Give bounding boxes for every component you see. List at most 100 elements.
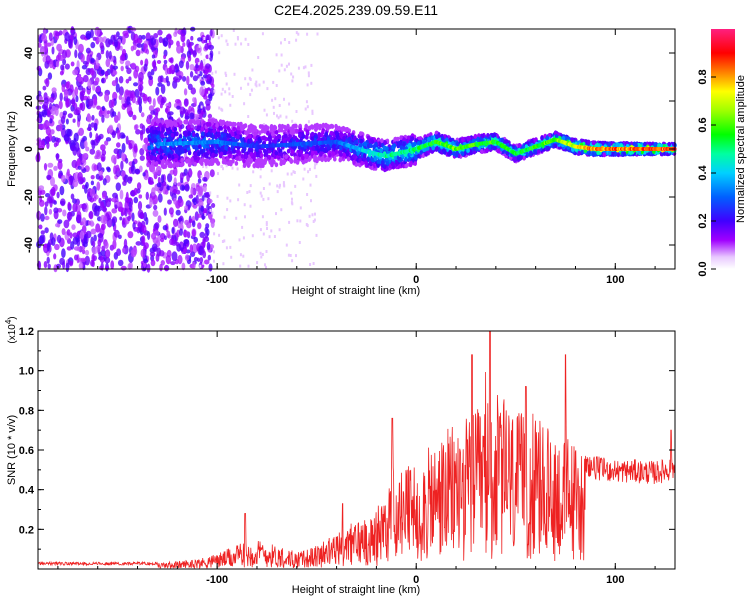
spectrogram-speckle-cell <box>231 166 234 170</box>
spectrogram-band-cell <box>213 118 218 124</box>
spectrogram-speckle-cell <box>288 41 291 44</box>
spectrogram-noise-cell <box>63 90 69 98</box>
spectrogram-noise-cell <box>57 219 63 225</box>
spectrogram-noise-cell <box>133 69 139 79</box>
spectrogram-noise-cell <box>192 75 198 82</box>
spectrogram-speckle-cell <box>228 92 231 96</box>
spectrogram-noise-cell <box>68 38 72 49</box>
spectrogram-noise-cell <box>69 232 73 239</box>
spectrogram-speckle-cell <box>208 54 211 58</box>
spectrogram-noise-cell <box>204 43 209 51</box>
spectrogram-speckle-cell <box>276 184 279 188</box>
spectrogram-noise-cell <box>96 162 102 172</box>
spectrogram-noise-cell <box>37 42 42 48</box>
spectrogram-speckle-cell <box>217 36 220 40</box>
spectrogram-noise-cell <box>102 193 106 199</box>
spectrogram-noise-cell <box>106 167 111 173</box>
spectrogram-band-cell <box>197 144 202 149</box>
spectrogram-band-cell <box>602 152 607 158</box>
chart-title: C2E4.2025.239.09.59.E11 <box>274 2 438 18</box>
spectrogram-speckle-cell <box>211 211 214 215</box>
spectrogram-noise-cell <box>197 222 202 230</box>
spectrogram-speckle-cell <box>260 194 263 198</box>
spectrogram-speckle-cell <box>315 162 318 166</box>
spectrogram-band-cell <box>413 161 418 167</box>
spectrogram-noise-cell <box>190 251 196 257</box>
spectrogram-band-cell <box>240 154 245 159</box>
spectrogram-band-cell <box>206 158 210 164</box>
spectrogram-speckle-cell <box>306 32 309 36</box>
spectrogram-noise-cell <box>111 80 117 87</box>
spectrogram-speckle-cell <box>200 105 203 109</box>
spectrogram-noise-cell <box>130 249 137 258</box>
spectrogram-noise-cell <box>209 29 213 37</box>
spectrogram-noise-cell <box>172 80 178 89</box>
spectrogram-noise-cell <box>90 57 95 64</box>
spectrogram-band-cell <box>159 155 163 160</box>
spectrogram-noise-cell <box>177 198 184 207</box>
spectrogram-speckle-cell <box>291 259 294 263</box>
spectrogram-speckle-cell <box>225 74 228 77</box>
spectrogram-noise-cell <box>184 98 189 107</box>
spectrogram-noise-cell <box>82 177 86 183</box>
spectrogram-speckle-cell <box>238 183 241 187</box>
spectrogram-noise-cell <box>121 151 126 161</box>
spectrogram-noise-cell <box>132 222 136 230</box>
spectrogram-speckle-cell <box>272 80 275 84</box>
spectrogram-speckle-cell <box>218 233 221 237</box>
spectrogram-noise-cell <box>44 227 49 234</box>
spectrogram-noise-cell <box>42 85 47 91</box>
spectrogram-speckle-cell <box>222 129 224 133</box>
spectrogram-noise-cell <box>188 170 193 176</box>
spectrogram-speckle-cell <box>202 261 205 265</box>
spectrogram-speckle-cell <box>220 34 223 38</box>
spectrogram-noise-cell <box>77 113 81 122</box>
spectrogram-noise-cell <box>137 221 142 228</box>
spectrogram-noise-cell <box>70 61 75 67</box>
spectrogram-band-cell <box>411 142 416 148</box>
spectrogram-speckle-cell <box>267 197 270 201</box>
spectrogram-noise-cell <box>198 186 203 196</box>
spectrogram-noise-cell <box>105 137 112 142</box>
spectrogram-noise-cell <box>179 172 184 181</box>
spectrogram-noise-cell <box>137 201 143 211</box>
spectrogram-speckle-cell <box>261 253 264 256</box>
spectrogram-noise-cell <box>127 176 132 184</box>
spectrogram-noise-cell <box>38 111 45 117</box>
spectrogram-band-cell <box>249 158 254 164</box>
spectrogram-noise-cell <box>70 193 75 200</box>
spectrogram-speckle-cell <box>261 32 264 36</box>
spectrogram-band-cell <box>249 152 254 157</box>
spectrogram-band-cell <box>203 152 208 157</box>
spectrogram-noise-cell <box>110 64 114 74</box>
spectrogram-band-cell <box>150 121 155 126</box>
spectrogram-noise-cell <box>96 181 101 191</box>
spectrogram-speckle-cell <box>209 191 212 195</box>
spectrogram-speckle-cell <box>265 221 268 225</box>
spectrogram-speckle-cell <box>297 66 300 70</box>
spectrogram-noise-cell <box>189 244 193 253</box>
spectrogram-noise-cell <box>210 220 215 228</box>
spectrogram-noise-cell <box>140 59 144 66</box>
spectrogram-speckle-cell <box>238 238 241 242</box>
spectrogram-noise-cell <box>105 38 111 48</box>
spectrogram-noise-cell <box>100 249 106 257</box>
spectrogram-speckle-cell <box>203 58 206 62</box>
spectrogram-noise-cell <box>152 209 159 217</box>
spectrogram-noise-cell <box>157 75 163 84</box>
spectrogram-speckle-cell <box>242 254 245 258</box>
spectrogram-noise-cell <box>165 255 172 265</box>
spectrogram-noise-cell <box>67 137 72 145</box>
spectrogram-band-cell <box>402 137 407 143</box>
spectrogram-noise-cell <box>43 163 48 171</box>
spectrogram-noise-cell <box>62 58 67 66</box>
spectrogram-speckle-cell <box>249 93 252 97</box>
spectrogram-noise-cell <box>141 124 146 135</box>
spectrogram-speckle-cell <box>221 165 223 168</box>
spectrogram-noise-cell <box>86 115 92 123</box>
spectrogram-noise-cell <box>91 114 95 121</box>
spectrogram-band-cell <box>342 152 347 158</box>
spectrogram-noise-cell <box>191 229 196 237</box>
spectrogram-band-cell <box>234 161 239 166</box>
spectrogram-speckle-cell <box>288 62 290 66</box>
